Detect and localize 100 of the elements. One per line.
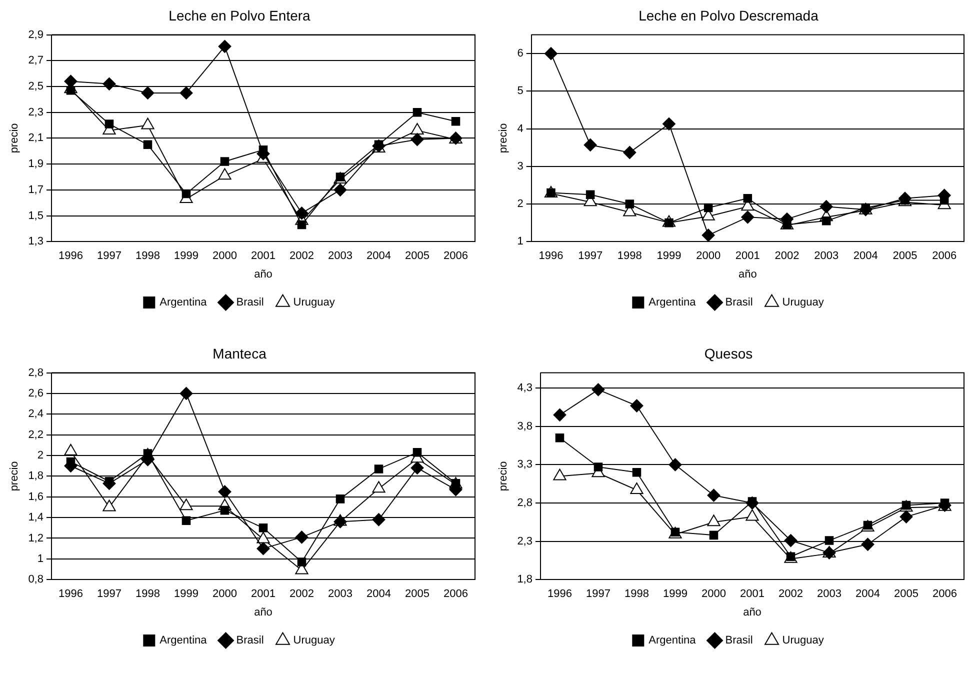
y-tick-label: 2,4 — [28, 408, 44, 420]
y-tick-label: 3,8 — [517, 420, 532, 432]
x-axis-title: año — [738, 268, 757, 280]
y-tick-label: 1 — [517, 236, 524, 248]
y-tick-label: 3 — [517, 160, 524, 172]
x-tick-label: 1996 — [548, 588, 572, 600]
y-tick-label: 1,5 — [28, 210, 44, 222]
legend-label: Argentina — [648, 634, 697, 647]
chart-title: Manteca — [212, 345, 267, 362]
y-tick-label: 6 — [517, 48, 524, 60]
legend-label: Argentina — [648, 296, 697, 309]
y-tick-label: 5 — [517, 85, 524, 98]
x-tick-label: 2001 — [251, 250, 276, 262]
x-tick-label: 1997 — [97, 250, 122, 262]
y-tick-label: 2,7 — [28, 54, 44, 67]
y-tick-label: 1,9 — [28, 158, 44, 170]
y-tick-label: 1 — [37, 552, 44, 565]
legend-label: Brasil — [236, 634, 264, 647]
x-tick-label: 2001 — [735, 250, 760, 262]
x-tick-label: 1998 — [136, 588, 160, 600]
legend-label: Uruguay — [782, 634, 824, 647]
y-axis-title: precio — [8, 123, 21, 154]
x-tick-label: 2006 — [932, 250, 957, 262]
y-tick-label: 2,8 — [517, 497, 532, 510]
y-tick-label: 2,2 — [28, 428, 44, 441]
x-tick-label: 2004 — [856, 588, 880, 600]
y-tick-label: 1,6 — [28, 490, 44, 503]
x-tick-label: 2006 — [932, 588, 957, 600]
x-tick-label: 2001 — [251, 588, 276, 600]
y-tick-label: 1,3 — [28, 236, 44, 248]
y-axis-title: precio — [8, 461, 21, 492]
y-axis-title: precio — [498, 461, 510, 492]
y-tick-label: 2,9 — [28, 28, 44, 41]
x-tick-label: 2003 — [328, 588, 352, 600]
x-tick-label: 1998 — [624, 588, 649, 600]
x-tick-label: 1999 — [174, 588, 198, 600]
y-tick-label: 3,3 — [517, 458, 532, 471]
y-tick-label: 2,1 — [28, 132, 44, 144]
legend-label: Uruguay — [782, 296, 824, 309]
y-tick-label: 2,6 — [28, 388, 44, 400]
y-tick-label: 2,5 — [28, 80, 44, 93]
y-tick-label: 1,4 — [28, 512, 44, 524]
legend-label: Uruguay — [293, 634, 336, 647]
y-tick-label: 1,8 — [517, 574, 532, 586]
y-tick-label: 2,8 — [28, 366, 44, 379]
x-tick-label: 1996 — [538, 250, 564, 262]
x-tick-label: 2003 — [814, 250, 839, 262]
legend-label: Argentina — [160, 296, 208, 309]
x-axis-title: año — [743, 606, 762, 618]
y-tick-label: 2,3 — [28, 106, 44, 118]
legend-label: Brasil — [236, 296, 264, 309]
y-tick-label: 4 — [517, 122, 524, 135]
x-tick-label: 1997 — [586, 588, 610, 600]
x-tick-label: 1999 — [656, 250, 682, 262]
y-tick-label: 4,3 — [517, 382, 532, 394]
y-tick-label: 2 — [517, 198, 524, 210]
x-tick-label: 1997 — [578, 250, 603, 262]
legend-label: Brasil — [725, 296, 753, 309]
x-tick-label: 1997 — [97, 588, 122, 600]
x-tick-label: 2005 — [894, 588, 918, 600]
x-tick-label: 2005 — [405, 588, 430, 600]
legend-label: Argentina — [160, 634, 208, 647]
y-tick-label: 1,2 — [28, 532, 44, 544]
x-tick-label: 2006 — [444, 588, 468, 600]
x-tick-label: 2000 — [702, 588, 726, 600]
x-axis-title: año — [254, 268, 272, 280]
y-tick-label: 1,8 — [28, 470, 44, 482]
x-tick-label: 1996 — [58, 588, 83, 600]
x-tick-label: 2005 — [892, 250, 918, 262]
x-tick-label: 2006 — [444, 250, 468, 262]
chart-title: Leche en Polvo Descremada — [638, 7, 819, 24]
x-axis-title: año — [254, 606, 272, 618]
x-tick-label: 2002 — [290, 588, 314, 600]
y-tick-label: 2 — [37, 450, 44, 462]
y-axis-title: precio — [498, 123, 510, 154]
x-tick-label: 2000 — [212, 250, 237, 262]
x-tick-label: 2003 — [817, 588, 842, 600]
x-tick-label: 2000 — [696, 250, 721, 262]
x-tick-label: 2004 — [853, 250, 878, 262]
x-tick-label: 1996 — [58, 250, 83, 262]
x-tick-label: 2004 — [366, 588, 391, 600]
x-tick-label: 2004 — [366, 250, 391, 262]
x-tick-label: 2000 — [212, 588, 237, 600]
legend-label: Brasil — [725, 634, 753, 647]
chart-title: Quesos — [704, 345, 753, 362]
x-tick-label: 1999 — [663, 588, 688, 600]
x-tick-label: 2005 — [405, 250, 430, 262]
x-tick-label: 2003 — [328, 250, 352, 262]
x-tick-label: 2002 — [778, 588, 803, 600]
y-tick-label: 2,3 — [517, 535, 532, 548]
x-tick-label: 2001 — [740, 588, 764, 600]
y-tick-label: 0,8 — [28, 574, 44, 586]
legend-label: Uruguay — [293, 296, 336, 309]
chart-title: Leche en Polvo Entera — [168, 7, 311, 24]
x-tick-label: 2002 — [774, 250, 800, 262]
x-tick-label: 1998 — [136, 250, 160, 262]
x-tick-label: 2002 — [290, 250, 314, 262]
x-tick-label: 1998 — [617, 250, 642, 262]
y-tick-label: 1,7 — [28, 184, 44, 196]
x-tick-label: 1999 — [174, 250, 198, 262]
